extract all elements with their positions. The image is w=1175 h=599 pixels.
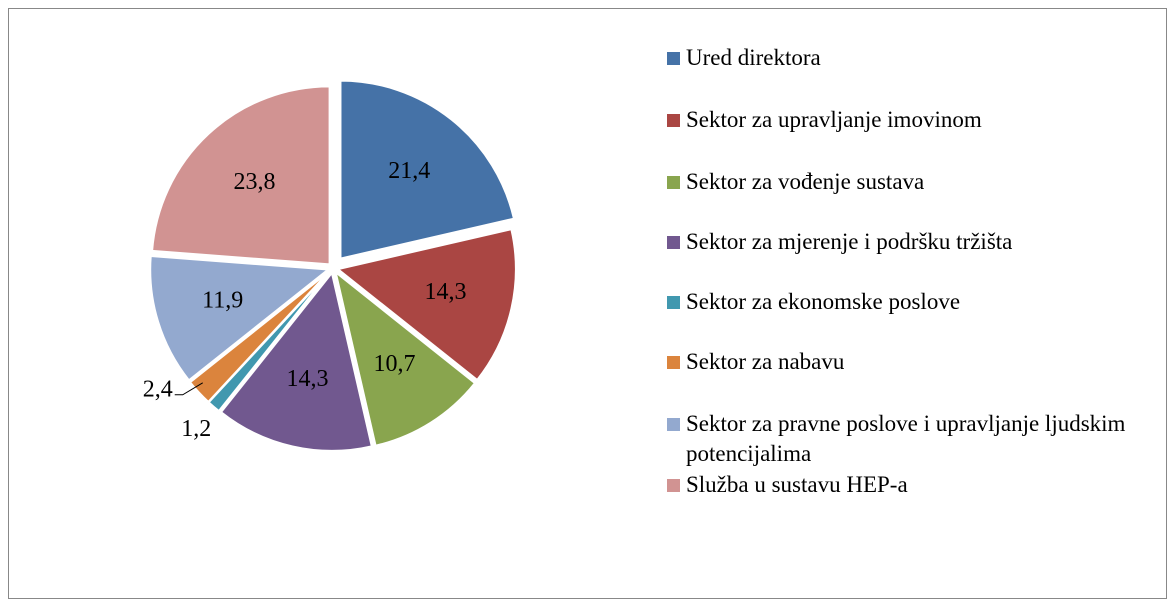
legend-swatch	[667, 418, 680, 431]
data-label: 1,2	[181, 416, 211, 442]
legend-label: Sektor za nabavu	[686, 349, 845, 374]
data-label: 14,3	[425, 279, 467, 305]
legend-label: Sektor za pravne poslove i upravljanje l…	[686, 411, 1126, 466]
pie-slice	[339, 79, 516, 260]
legend-label: Sektor za upravljanje imovinom	[686, 107, 982, 132]
legend-label: Sektor za vođenje sustava	[686, 169, 925, 194]
data-label: 10,7	[374, 351, 416, 377]
leader-line	[174, 382, 203, 396]
pie-slice	[219, 270, 374, 452]
legend-label: Služba u sustavu HEP-a	[686, 472, 908, 497]
legend-entry: Sektor za upravljanje imovinom	[667, 105, 1147, 135]
legend-swatch	[667, 236, 680, 249]
legend-swatch	[667, 52, 680, 65]
data-label: 21,4	[388, 158, 430, 184]
data-label: 14,3	[286, 366, 328, 392]
pie-slice	[149, 254, 331, 382]
legend-entry: Sektor za nabavu	[667, 347, 1147, 377]
legend-entry: Služba u sustavu HEP-a	[667, 470, 1147, 500]
legend-swatch	[667, 296, 680, 309]
pie-slice	[334, 269, 477, 447]
pie-slice	[188, 270, 331, 404]
legend-entry: Sektor za vođenje sustava	[667, 167, 1147, 197]
legend-swatch	[667, 176, 680, 189]
legend-entry: Sektor za pravne poslove i upravljanje l…	[667, 409, 1147, 469]
legend-swatch	[667, 356, 680, 369]
legend-entry: Sektor za ekonomske poslove	[667, 287, 1147, 317]
legend-entry: Sektor za mjerenje i podršku tržišta	[667, 227, 1147, 257]
legend-label: Sektor za ekonomske poslove	[686, 289, 961, 314]
legend-label: Ured direktora	[686, 45, 821, 70]
legend-swatch	[667, 114, 680, 127]
legend-swatch	[667, 479, 680, 492]
pie-slice	[151, 85, 331, 266]
pie-slice	[335, 227, 517, 382]
data-label: 2,4	[143, 376, 173, 402]
legend-label: Sektor za mjerenje i podršku tržišta	[686, 229, 1013, 254]
data-label: 23,8	[234, 169, 276, 195]
data-label: 11,9	[202, 287, 243, 313]
legend-entry: Ured direktora	[667, 43, 1147, 73]
